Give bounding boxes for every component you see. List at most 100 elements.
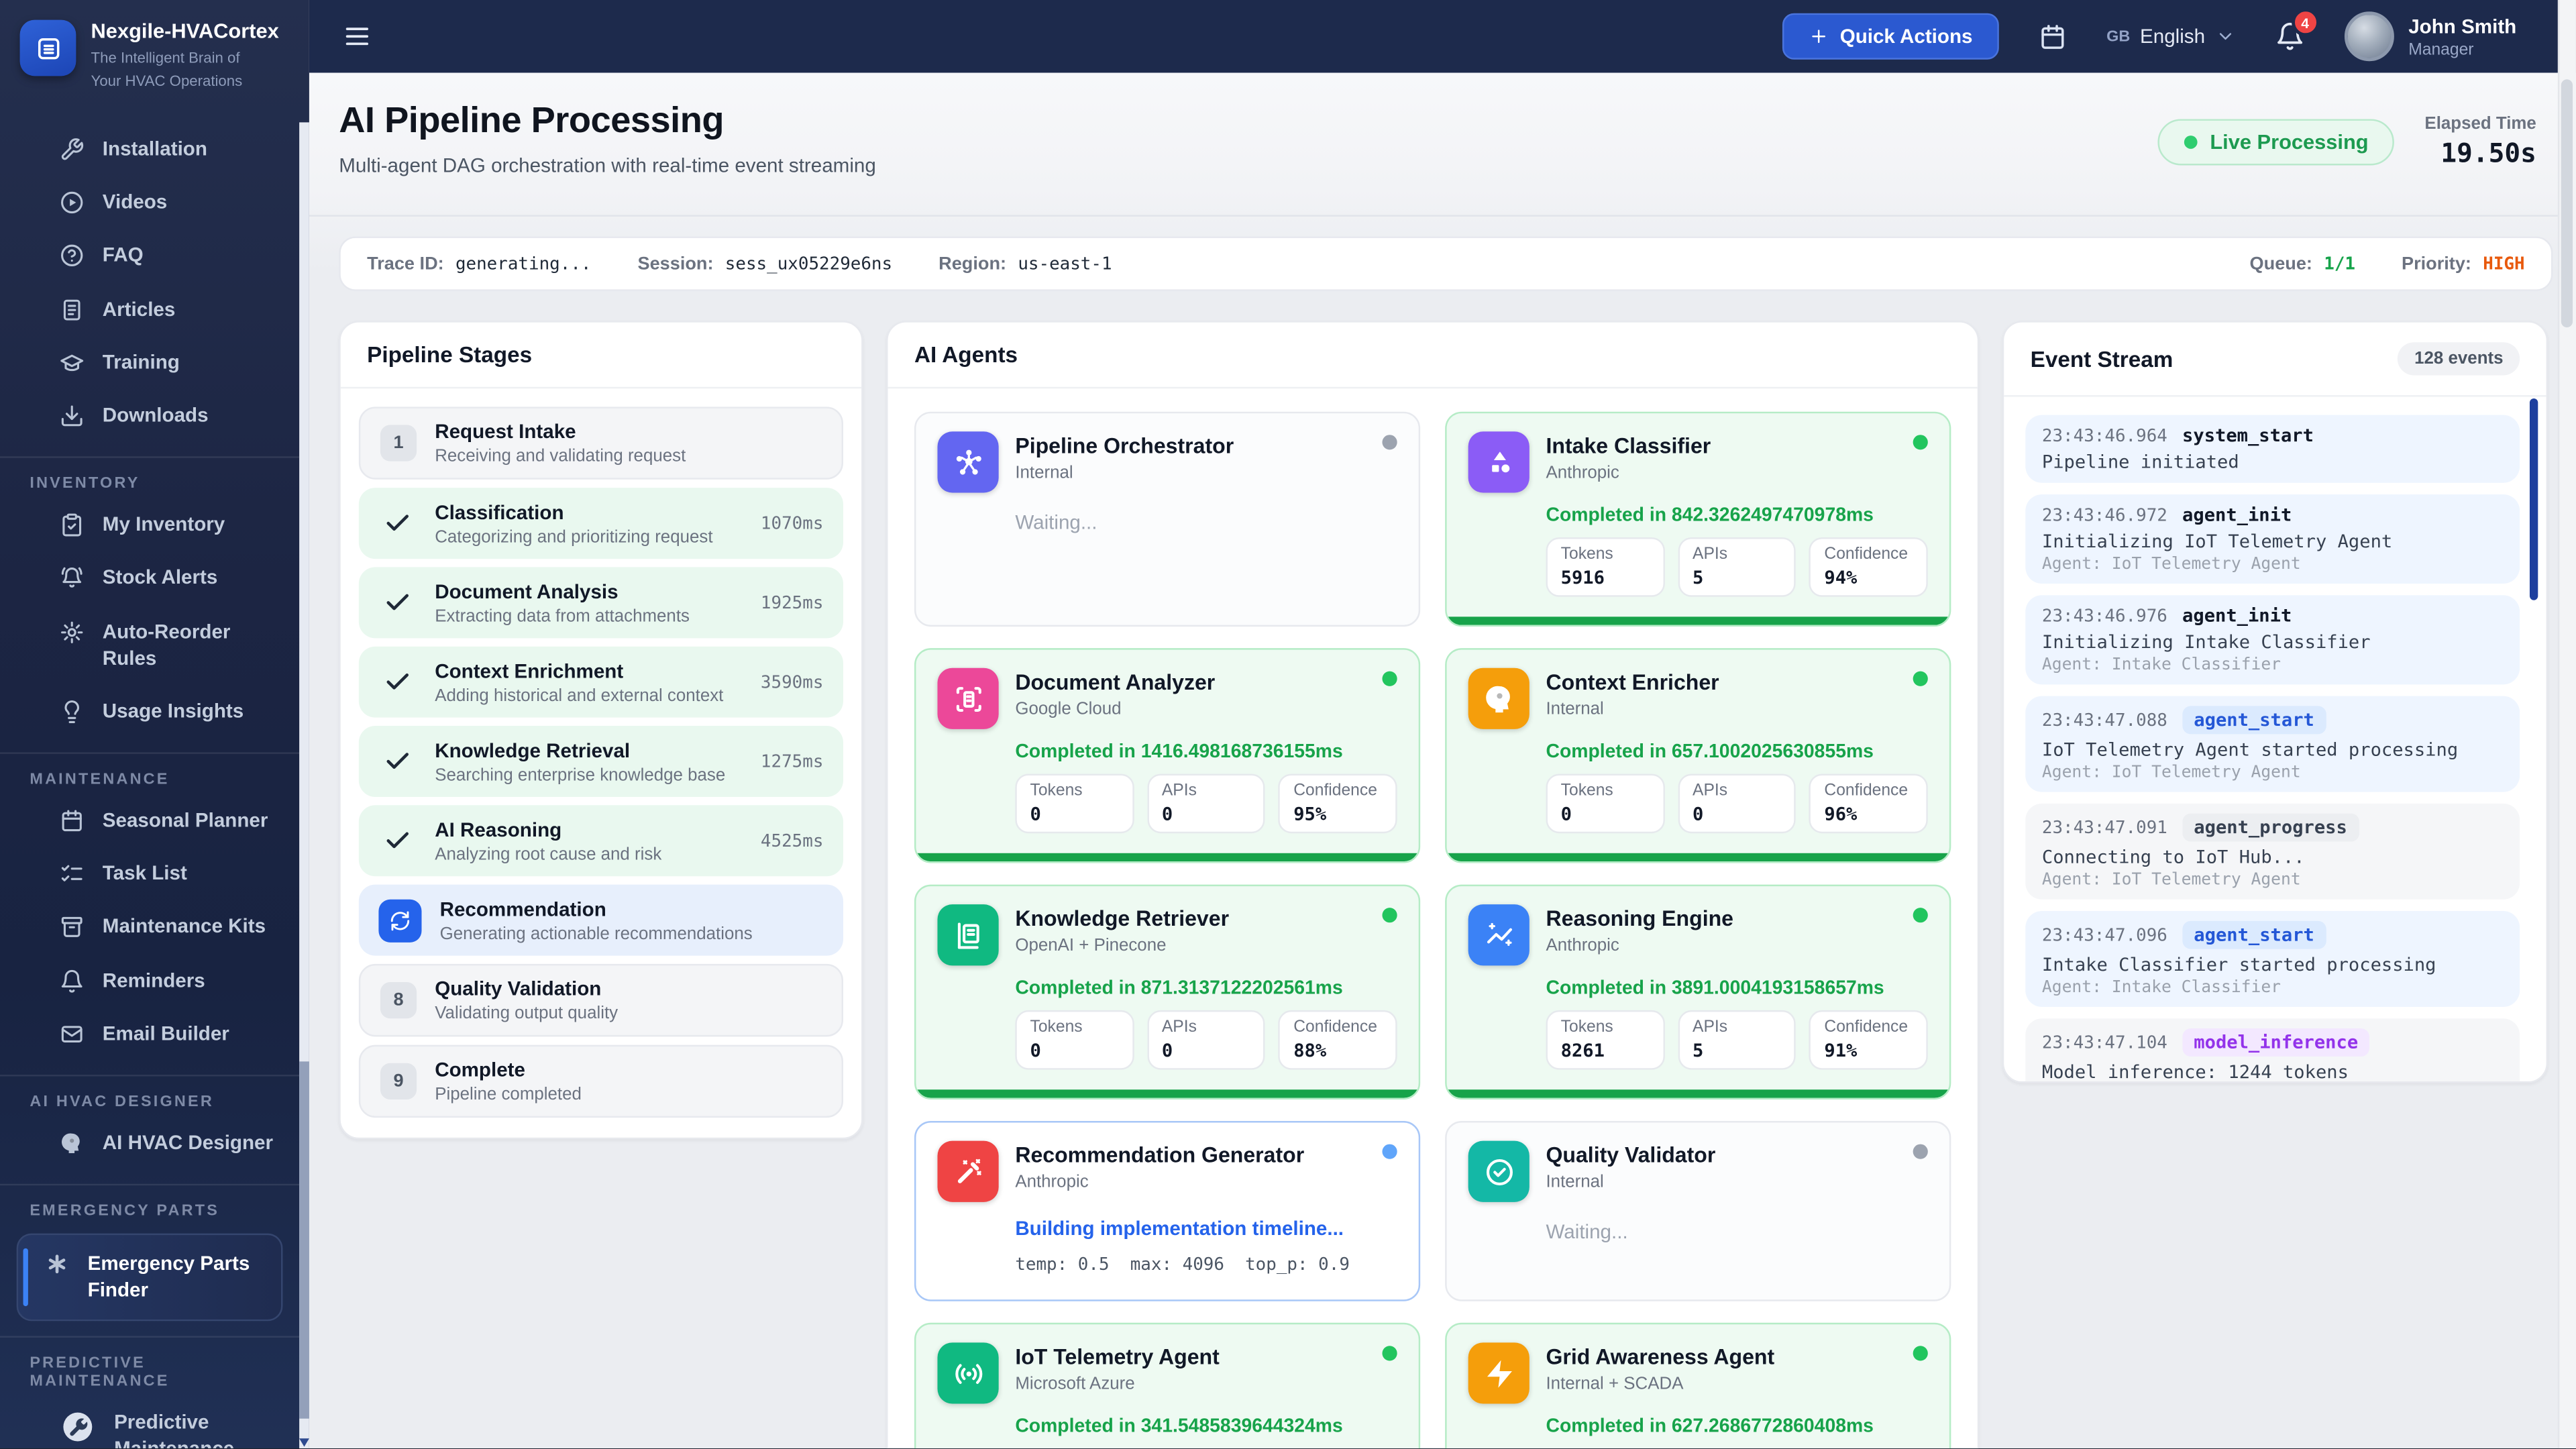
- language-selector[interactable]: GB English: [2106, 25, 2235, 48]
- sidebar-item-seasonal-planner[interactable]: Seasonal Planner: [0, 794, 299, 847]
- sidebar-item-faq[interactable]: FAQ: [0, 229, 299, 282]
- sidebar-item-task-list[interactable]: Task List: [0, 847, 299, 900]
- sidebar-item-reminders[interactable]: Reminders: [0, 953, 299, 1006]
- user-role: Manager: [2408, 40, 2474, 59]
- agent-name: Quality Validator: [1546, 1142, 1716, 1168]
- sidebar-item-label: Usage Insights: [102, 699, 244, 722]
- stage-title: Context Enrichment: [435, 659, 624, 682]
- clipboard-check-icon: [60, 513, 85, 537]
- user-menu[interactable]: John Smith Manager: [2344, 11, 2516, 62]
- sidebar-section-header-predictive-maintenance: PREDICTIVE MAINTENANCE: [0, 1335, 300, 1395]
- trace-id-value: generating...: [455, 254, 592, 274]
- sidebar-item-label: Maintenance Kits: [102, 915, 266, 938]
- sidebar-item-articles[interactable]: Articles: [0, 282, 299, 335]
- sidebar-item-my-inventory[interactable]: My Inventory: [0, 498, 299, 551]
- metric-tokens: Tokens 0: [1546, 773, 1665, 834]
- check-icon: [384, 588, 412, 616]
- event-type-badge: agent_init: [2182, 605, 2292, 627]
- sidebar-item-auto-reorder-rules[interactable]: Auto-Reorder Rules: [0, 604, 299, 684]
- sidebar-item-label: Installation: [102, 137, 207, 161]
- calendar-icon[interactable]: [2039, 22, 2067, 50]
- language-code: GB: [2106, 27, 2131, 46]
- stage-list: 1 Request Intake Receiving and validating …: [341, 388, 861, 1138]
- agent-name: Intake Classifier: [1546, 433, 1711, 458]
- stage-title: Request Intake: [435, 420, 576, 443]
- sidebar-item-downloads[interactable]: Downloads: [0, 388, 299, 441]
- window-scrollbar-thumb[interactable]: [2561, 79, 2573, 328]
- sidebar-item-label: Predictive Maintenance: [114, 1409, 235, 1449]
- sidebar-item-stock-alerts[interactable]: Stock Alerts: [0, 551, 299, 604]
- network-icon: [937, 431, 999, 493]
- sidebar-item-email-builder[interactable]: Email Builder: [0, 1007, 299, 1060]
- download-icon: [60, 403, 85, 428]
- sidebar-item-emergency-parts-finder[interactable]: Emergency Parts Finder: [16, 1234, 283, 1321]
- agent-status-message: Building implementation timeline...: [1015, 1217, 1344, 1240]
- stage-number-badge: 1: [380, 425, 417, 462]
- ai-agents-panel: AI Agents Pipeline Orchestrator Internal W…: [886, 321, 1980, 1449]
- sidebar-item-predictive-maintenance[interactable]: Predictive Maintenance: [0, 1395, 299, 1448]
- agent-provider: Anthropic: [1015, 1172, 1089, 1193]
- sidebar-scrollbar-thumb[interactable]: [299, 1061, 309, 1419]
- quick-actions-button[interactable]: Quick Actions: [1782, 13, 1999, 60]
- stage-request-intake: 1 Request Intake Receiving and validating …: [358, 407, 843, 480]
- sidebar-scrollbar-arrow[interactable]: [299, 1438, 309, 1447]
- ai-agents-title: AI Agents: [914, 342, 1018, 368]
- stage-number-badge: 9: [380, 1063, 417, 1100]
- window-scrollbar[interactable]: [2557, 0, 2576, 1449]
- shapes-icon: [1468, 431, 1529, 493]
- sidebar-item-installation[interactable]: Installation: [0, 122, 299, 175]
- calendar-icon: [60, 808, 85, 833]
- metric-apis: APIs 0: [1146, 773, 1266, 834]
- agent-card-recommendation-generator: Recommendation Generator Anthropic Buildin…: [914, 1121, 1421, 1301]
- agent-name: Reasoning Engine: [1546, 906, 1733, 931]
- menu-icon[interactable]: [342, 21, 372, 51]
- status-dot-icon: [1382, 1346, 1397, 1361]
- sidebar-nav: Installation Videos FAQ Articles Training Dow…: [0, 122, 300, 1448]
- notifications-button[interactable]: 4: [2275, 8, 2320, 51]
- zap-icon: [1468, 1342, 1529, 1404]
- event-agent: Agent: Intake Classifier: [2041, 656, 2282, 675]
- metric-value: 8261: [1560, 1040, 1605, 1062]
- sidebar-item-label: Articles: [102, 297, 176, 321]
- check-icon: [384, 826, 412, 855]
- event-item-agent_init: 23:43:46.972 agent_init Initializing IoT T…: [2025, 494, 2520, 584]
- sidebar-item-label: Email Builder: [102, 1021, 229, 1045]
- doc-scan-icon: [937, 667, 999, 729]
- elapsed-value: 19.50s: [2440, 137, 2536, 169]
- agent-provider: OpenAI + Pinecone: [1015, 936, 1167, 956]
- agent-card-quality-validator: Quality Validator Internal Waiting...: [1445, 1121, 1951, 1301]
- sidebar-item-usage-insights[interactable]: Usage Insights: [0, 684, 299, 737]
- agent-card-intake-classifier: Intake Classifier Anthropic Completed in 8…: [1445, 411, 1951, 627]
- event-item-agent_progress: 23:43:47.091 agent_progress Connecting to …: [2025, 803, 2520, 900]
- sidebar-item-ai-hvac-designer[interactable]: AI HVAC Designer: [0, 1116, 299, 1169]
- head-gear-icon: [60, 1131, 85, 1156]
- event-stream-title: Event Stream: [2030, 346, 2174, 372]
- stage-title: Knowledge Retrieval: [435, 738, 631, 761]
- agent-completed-text: Completed in 657.1002025630855ms: [1546, 742, 1874, 763]
- radio-signal-icon: [937, 1342, 999, 1404]
- sidebar-item-videos[interactable]: Videos: [0, 176, 299, 229]
- metric-value: 5: [1693, 567, 1704, 589]
- stage-title: Quality Validation: [435, 977, 602, 1001]
- sidebar-item-training[interactable]: Training: [0, 335, 299, 388]
- sidebar-scrollbar[interactable]: [299, 122, 309, 1449]
- topbar: Quick Actions GB English 4 John Smith Ma…: [309, 0, 2576, 73]
- sidebar-item-label: Task List: [102, 861, 187, 885]
- check-icon: [384, 509, 412, 537]
- events-scrollbar-thumb[interactable]: [2529, 398, 2538, 600]
- sidebar-item-maintenance-kits[interactable]: Maintenance Kits: [0, 900, 299, 953]
- event-time: 23:43:47.091: [2041, 817, 2167, 838]
- session-value: sess_ux05229e6ns: [724, 254, 893, 274]
- sidebar-section-header-ai-hvac-designer: AI HVAC DESIGNER: [0, 1075, 300, 1116]
- agent-name: Knowledge Retriever: [1015, 906, 1230, 931]
- status-dot-icon: [1382, 1144, 1397, 1159]
- metric-confidence: Confidence 88%: [1279, 1010, 1397, 1070]
- wrench-icon: [60, 138, 85, 162]
- event-list: 23:43:46.964 system_start Pipeline initiat…: [2004, 397, 2546, 1083]
- event-message: Model inference: 1244 tokens: [2041, 1061, 2349, 1083]
- metric-confidence: Confidence 96%: [1809, 773, 1928, 834]
- metric-apis: APIs 5: [1677, 537, 1796, 597]
- metric-label: Tokens: [1560, 1018, 1613, 1037]
- metric-apis: APIs 0: [1677, 773, 1796, 834]
- avatar[interactable]: [2344, 11, 2394, 62]
